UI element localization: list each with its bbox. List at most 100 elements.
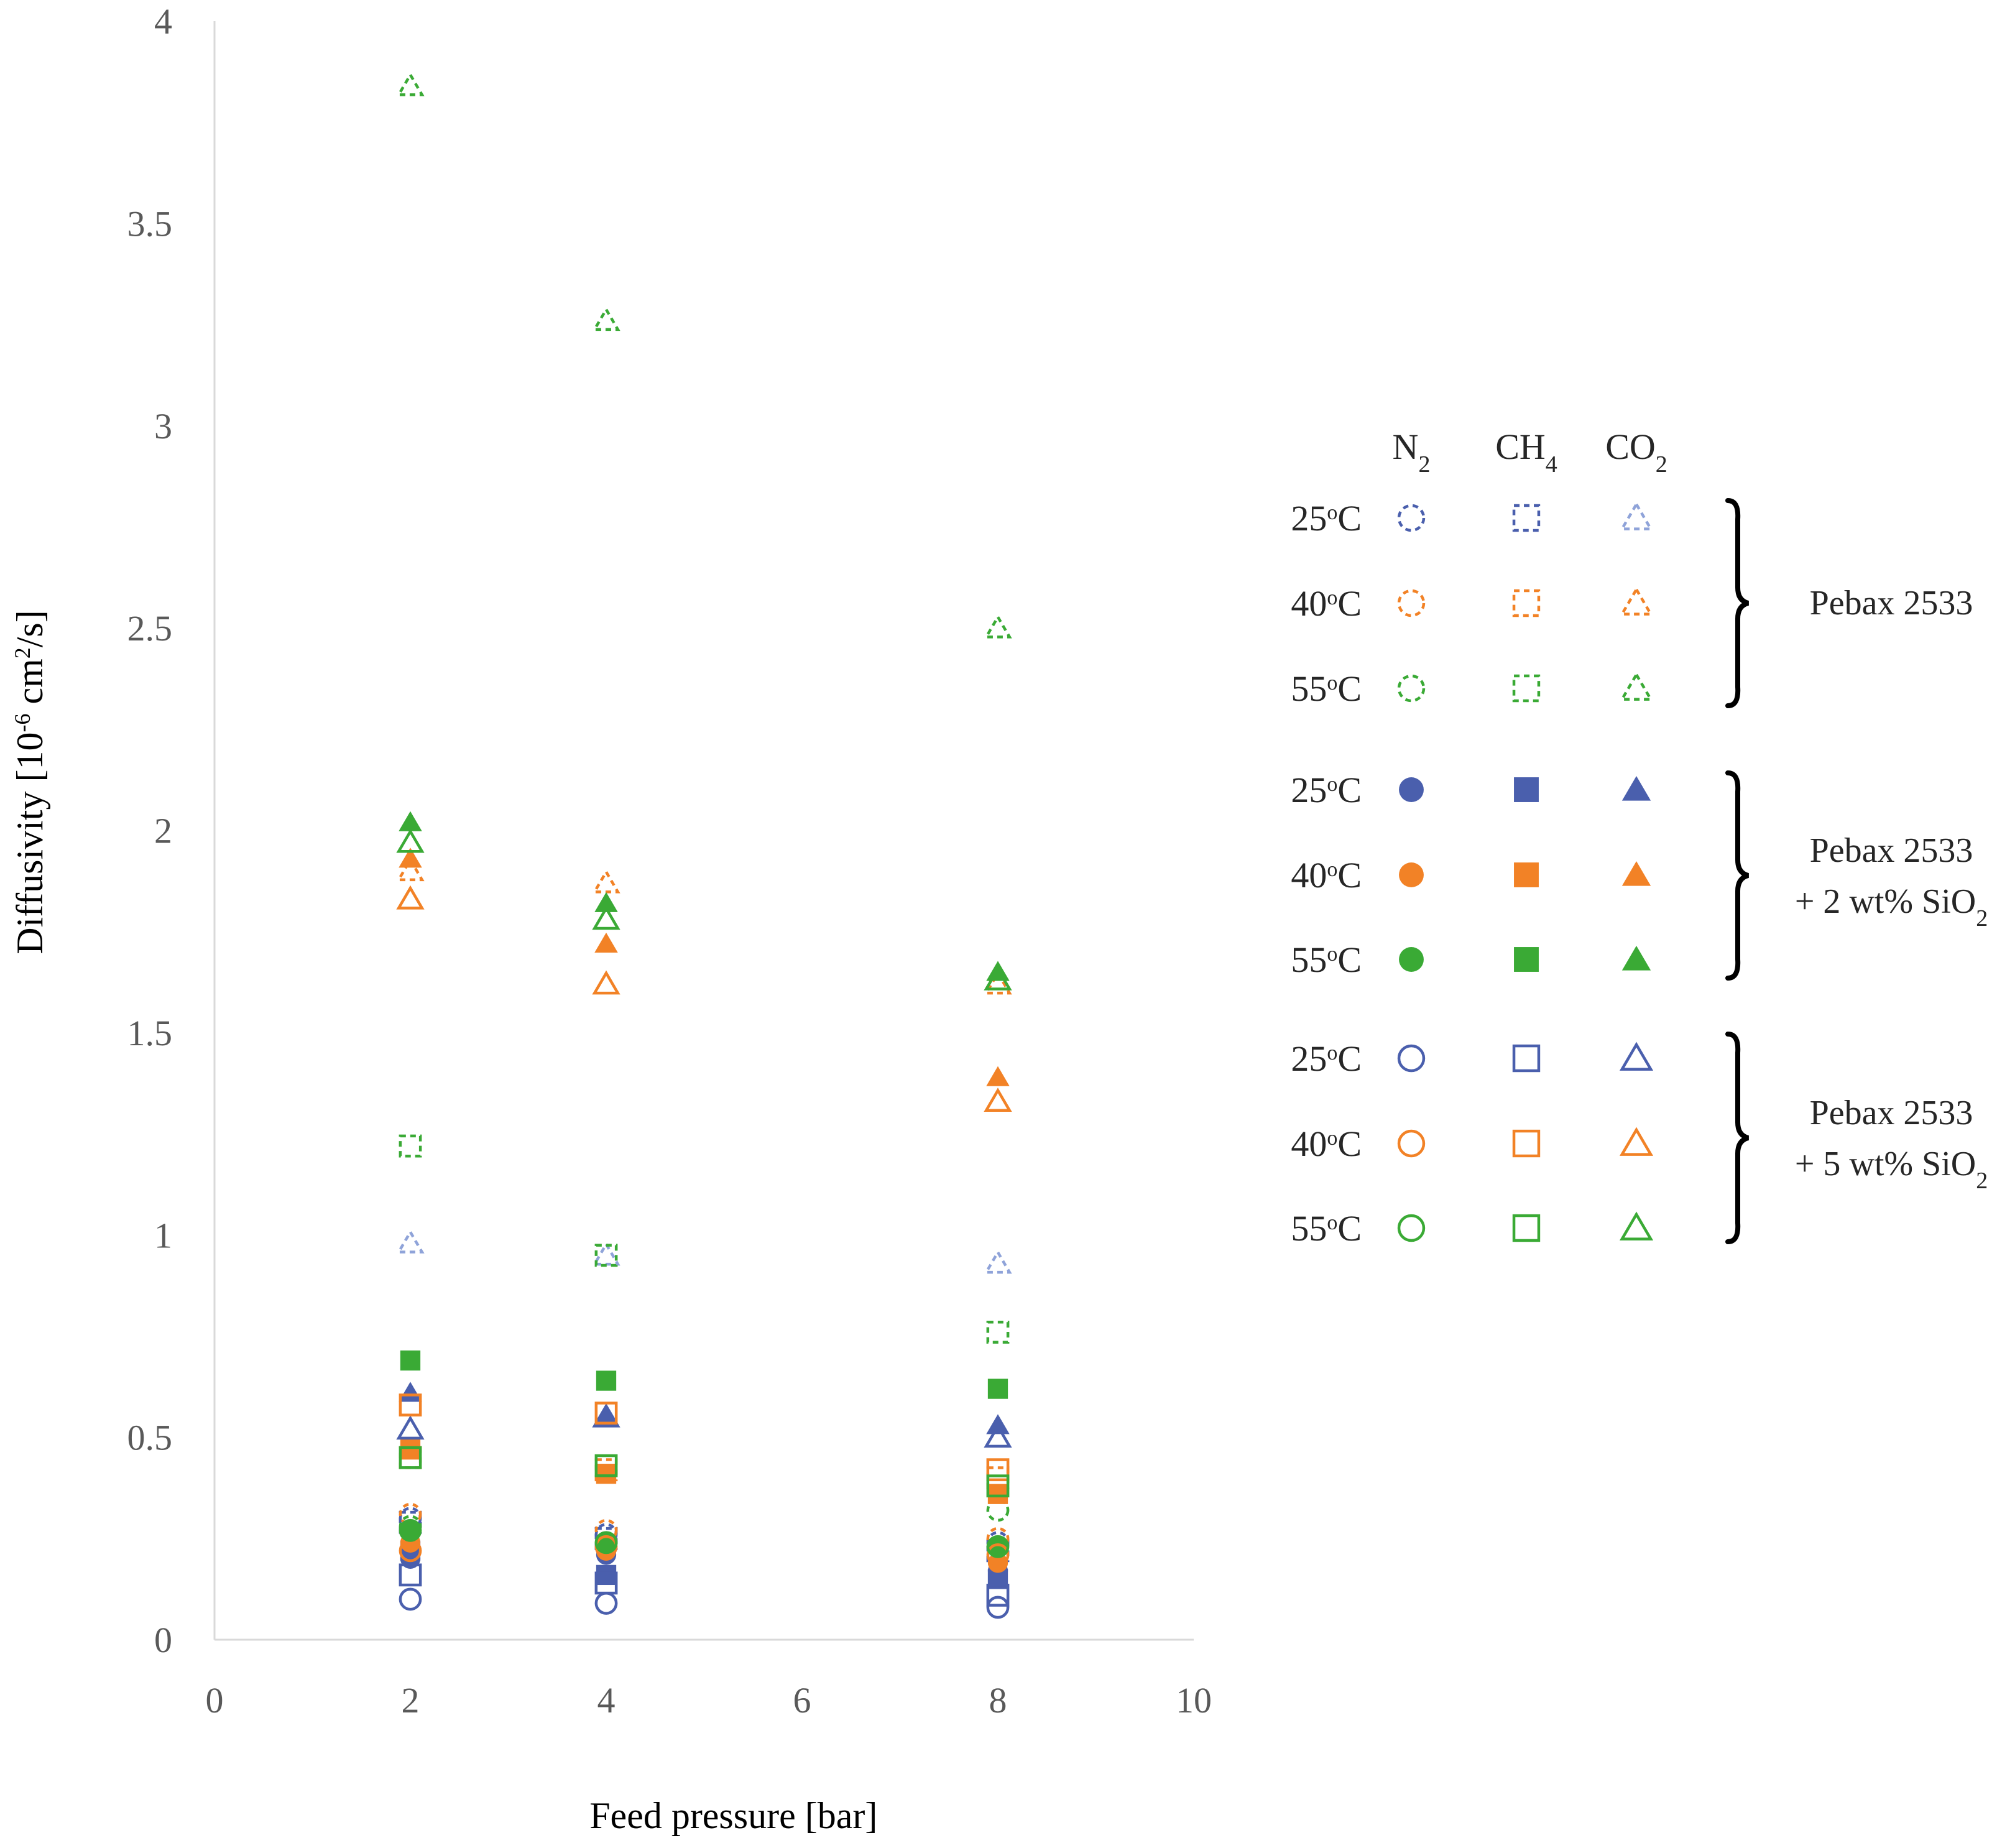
y-tick-label: 1.5 — [127, 1013, 173, 1053]
point-co2-40-filled — [594, 932, 618, 953]
legend-marker-square — [1512, 589, 1541, 617]
legend-marker-circle — [1399, 947, 1424, 972]
legend-temperature-label: 40oC — [1291, 1124, 1362, 1164]
point-n2-40-dashed — [399, 1502, 422, 1526]
point-n2-25-open — [594, 1592, 618, 1615]
legend-marker-triangle — [1621, 775, 1651, 801]
legend-marker-triangle — [1619, 672, 1654, 701]
x-tick-labels: 0 2 4 6 8 10 — [206, 1680, 1212, 1721]
legend-gas-header: N2 — [1393, 427, 1431, 478]
legend-group-label: Pebax 2533 — [1810, 831, 1973, 870]
legend-temperature-label: 55oC — [1291, 940, 1362, 980]
point-ch4-55-dashed — [986, 1321, 1010, 1344]
point-co2-40-dashed — [984, 970, 1012, 995]
point-co2-40-open — [396, 885, 425, 910]
point-ch4-55-filled — [400, 1350, 421, 1371]
point-ch4-25-open — [399, 1563, 422, 1587]
legend-group-label-line2: + 2 wt% SiO2 — [1795, 882, 1988, 931]
legend-marker-triangle — [1619, 1127, 1654, 1156]
legend-marker-triangle — [1621, 861, 1651, 886]
point-co2-25-dashed — [984, 1249, 1012, 1274]
axis-titles: Feed pressure [bar] Diffusivity [10-6 cm2… — [9, 610, 877, 1836]
axes — [213, 21, 1194, 1641]
point-co2-40-open — [592, 970, 620, 995]
point-co2-25-open — [396, 1415, 425, 1440]
legend-marker-triangle — [1619, 501, 1654, 530]
point-co2-40-open — [984, 1088, 1012, 1112]
point-ch4-40-open — [399, 1393, 422, 1416]
point-n2-40-dashed — [986, 1527, 1010, 1550]
legend: N2 CH4 CO2 25oC 40oC 55oC 25oC 40oC 55oC 25oC 40oC… — [1291, 427, 1988, 1249]
point-ch4-40-filled — [596, 1464, 617, 1484]
y-tick-label: 3.5 — [127, 203, 173, 244]
point-n2-55-dashed — [986, 1499, 1010, 1522]
x-tick-label: 4 — [597, 1680, 616, 1721]
point-ch4-25-open — [986, 1584, 1010, 1607]
point-n2-40-dashed — [594, 1518, 618, 1542]
point-n2-25-open — [399, 1587, 422, 1611]
legend-marker-square — [1512, 504, 1541, 532]
legend-gas-header: CH4 — [1495, 427, 1557, 478]
point-n2-55-filled — [400, 1520, 421, 1541]
point-n2-40-filled — [987, 1553, 1008, 1573]
legend-marker-circle — [1397, 589, 1426, 617]
point-ch4-55-filled — [987, 1379, 1008, 1399]
point-co2-40-dashed — [396, 857, 425, 882]
point-n2-25-open — [986, 1596, 1010, 1619]
legend-temperature-label: 40oC — [1291, 583, 1362, 624]
y-axis-title: Diffusivity [10-6 cm2/s] — [9, 610, 50, 954]
data-points — [396, 72, 1012, 1619]
point-ch4-25-filled — [596, 1564, 617, 1586]
y-tick-label: 0 — [154, 1620, 172, 1660]
point-ch4-55-filled — [596, 1370, 617, 1391]
point-co2-55-open — [396, 828, 425, 853]
point-co2-40-filled — [399, 848, 422, 868]
point-co2-55-dashed — [592, 307, 620, 331]
point-ch4-55-dashed — [399, 1134, 422, 1158]
legend-temperature-label: 55oC — [1291, 1208, 1362, 1249]
legend-marker-circle — [1399, 777, 1424, 802]
x-tick-label: 2 — [402, 1680, 420, 1721]
point-ch4-40-filled — [400, 1439, 421, 1460]
legend-marker-circle — [1399, 862, 1424, 887]
legend-marker-circle — [1397, 1129, 1426, 1158]
x-tick-label: 8 — [989, 1680, 1007, 1721]
x-tick-label: 6 — [793, 1680, 811, 1721]
legend-marker-circle — [1397, 1044, 1426, 1073]
legend-marker-triangle — [1619, 586, 1654, 616]
x-tick-label: 10 — [1176, 1680, 1212, 1721]
point-co2-55-filled — [594, 892, 618, 912]
x-tick-label: 0 — [206, 1680, 224, 1721]
point-co2-25-dashed — [396, 1229, 425, 1254]
legend-marker-square — [1512, 1214, 1541, 1242]
point-ch4-40-open — [594, 1402, 618, 1425]
point-co2-55-open — [984, 966, 1012, 991]
legend-marker-circle — [1397, 504, 1426, 532]
point-co2-55-open — [592, 905, 620, 930]
legend-marker-square — [1512, 1129, 1541, 1158]
legend-marker-square — [1512, 674, 1541, 703]
point-co2-25-open — [984, 1423, 1012, 1448]
point-co2-55-dashed — [396, 72, 425, 96]
y-tick-label: 3 — [154, 406, 172, 446]
legend-brace — [1725, 498, 1750, 708]
point-co2-25-filled — [399, 1382, 422, 1402]
legend-marker-square — [1514, 862, 1539, 887]
legend-marker-square — [1512, 1044, 1541, 1073]
point-n2-55-open — [986, 1535, 1010, 1558]
point-co2-55-dashed — [984, 614, 1012, 639]
point-ch4-55-dashed — [594, 1244, 618, 1267]
point-n2-55-open — [594, 1531, 618, 1555]
legend-marker-circle — [1397, 1214, 1426, 1242]
legend-marker-square — [1514, 947, 1539, 972]
point-ch4-25-open — [594, 1571, 618, 1595]
legend-marker-triangle — [1619, 1042, 1654, 1071]
point-ch4-55-open — [594, 1454, 618, 1477]
y-tick-label: 0.5 — [127, 1418, 173, 1458]
point-ch4-55-open — [399, 1446, 422, 1469]
point-ch4-40-filled — [987, 1484, 1008, 1504]
legend-gas-header: CO2 — [1605, 427, 1667, 478]
legend-group-label: Pebax 2533 — [1810, 1094, 1973, 1132]
legend-marker-triangle — [1619, 1211, 1654, 1240]
